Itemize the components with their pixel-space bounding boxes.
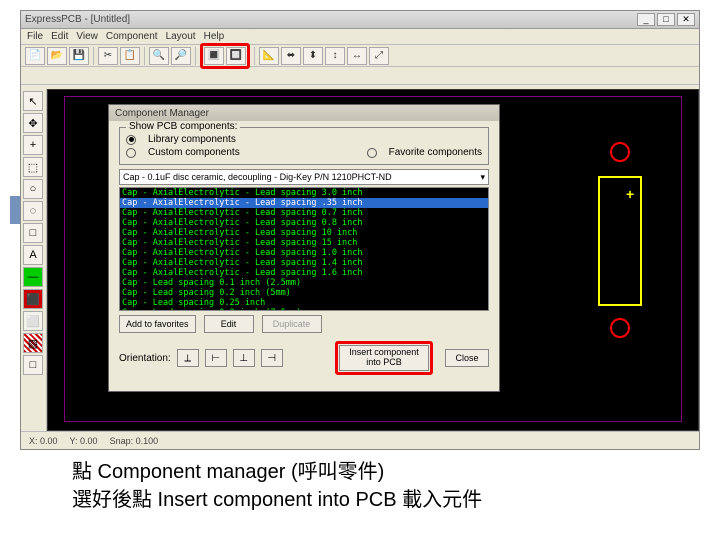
edit-button[interactable]: Edit bbox=[204, 315, 254, 333]
close-dialog-button[interactable]: Close bbox=[445, 349, 489, 367]
orient-up-button[interactable]: ⟂ bbox=[177, 349, 199, 367]
insert-button-highlight: Insert component into PCB bbox=[335, 341, 433, 375]
tb-grid2-icon[interactable]: ↔ bbox=[347, 47, 367, 65]
window-title: ExpressPCB - [Untitled] bbox=[25, 14, 635, 25]
list-item[interactable]: Cap - Lead spacing 0.25 inch bbox=[120, 298, 488, 308]
lt-pointer-icon[interactable]: ↖ bbox=[23, 91, 43, 111]
lt-silklayer-icon[interactable]: ⬜ bbox=[23, 311, 43, 331]
tb-layer2-icon[interactable]: ⬍ bbox=[303, 47, 323, 65]
list-item[interactable]: Cap - AxialElectrolytic - Lead spacing 1… bbox=[120, 228, 488, 238]
list-item[interactable]: Cap - Lead spacing 0.2 inch (5mm) bbox=[120, 288, 488, 298]
close-button[interactable]: ✕ bbox=[677, 13, 695, 26]
list-item[interactable]: Cap - AxialElectrolytic - Lead spacing 0… bbox=[120, 218, 488, 228]
tb-zoomin-icon[interactable]: 🔍 bbox=[149, 47, 169, 65]
radio-library[interactable] bbox=[126, 135, 136, 145]
tb-open-icon[interactable]: 📂 bbox=[47, 47, 67, 65]
titlebar: ExpressPCB - [Untitled] _ □ ✕ bbox=[21, 11, 699, 29]
lt-move-icon[interactable]: ✥ bbox=[23, 113, 43, 133]
status-x: X: 0.00 bbox=[29, 436, 58, 446]
add-favorites-button[interactable]: Add to favorites bbox=[119, 315, 196, 333]
list-item[interactable]: Cap - AxialElectrolytic - Lead spacing 1… bbox=[120, 268, 488, 278]
status-snap: Snap: 0.100 bbox=[110, 436, 159, 446]
component-body-outline bbox=[598, 176, 642, 306]
component-type-combo[interactable]: Cap - 0.1uF disc ceramic, decoupling - D… bbox=[119, 169, 489, 185]
component-manager-highlight: 🔳 🔲 bbox=[200, 43, 250, 69]
radio-custom-label: Custom components bbox=[148, 147, 355, 158]
component-pad-bottom bbox=[610, 318, 630, 338]
status-y: Y: 0.00 bbox=[70, 436, 98, 446]
tb-cut-icon[interactable]: ✂ bbox=[98, 47, 118, 65]
toolbar-2 bbox=[21, 67, 699, 85]
list-item[interactable]: Cap - Lead spacing 0.3 inch (7.5mm) bbox=[120, 308, 488, 311]
menu-help[interactable]: Help bbox=[204, 31, 225, 42]
lt-botlayer-icon[interactable]: ⬛ bbox=[23, 289, 43, 309]
radio-favorite-label: Favorite components bbox=[389, 147, 482, 158]
app-window: ExpressPCB - [Untitled] _ □ ✕ File Edit … bbox=[20, 10, 700, 450]
lt-place-icon[interactable]: + bbox=[23, 135, 43, 155]
menu-view[interactable]: View bbox=[76, 31, 98, 42]
lt-circle-icon[interactable]: ◌ bbox=[23, 201, 43, 221]
toolbar-1: 📄 📂 💾 ✂ 📋 🔍 🔎 🔳 🔲 📐 ⬌ ⬍ ↕ ↔ ⤢ bbox=[21, 45, 699, 67]
radio-library-label: Library components bbox=[148, 134, 236, 145]
maximize-button[interactable]: □ bbox=[657, 13, 675, 26]
tb-grid1-icon[interactable]: ↕ bbox=[325, 47, 345, 65]
menubar: File Edit View Component Layout Help bbox=[21, 29, 699, 45]
menu-component[interactable]: Component bbox=[106, 31, 158, 42]
show-components-group: Show PCB components: Library components … bbox=[119, 127, 489, 165]
orient-left-button[interactable]: ⊣ bbox=[261, 349, 283, 367]
tb-component-manager-icon[interactable]: 🔳 bbox=[204, 47, 224, 65]
tb-component-icon[interactable]: 🔲 bbox=[226, 47, 246, 65]
pcb-canvas[interactable]: + Component Manager Show PCB components:… bbox=[47, 89, 699, 431]
radio-custom[interactable] bbox=[126, 148, 136, 158]
minimize-button[interactable]: _ bbox=[637, 13, 655, 26]
tb-zoomout-icon[interactable]: 🔎 bbox=[171, 47, 191, 65]
combo-value: Cap - 0.1uF disc ceramic, decoupling - D… bbox=[123, 172, 392, 182]
list-item[interactable]: Cap - AxialElectrolytic - Lead spacing 0… bbox=[120, 208, 488, 218]
component-pad-top bbox=[610, 142, 630, 162]
lt-outline-icon[interactable]: □ bbox=[23, 355, 43, 375]
orient-down-button[interactable]: ⊥ bbox=[233, 349, 255, 367]
tb-layer1-icon[interactable]: ⬌ bbox=[281, 47, 301, 65]
tb-grid3-icon[interactable]: ⤢ bbox=[369, 47, 389, 65]
component-preview: + bbox=[554, 114, 684, 384]
menu-file[interactable]: File bbox=[27, 31, 43, 42]
orientation-label: Orientation: bbox=[119, 353, 171, 364]
tb-save-icon[interactable]: 💾 bbox=[69, 47, 89, 65]
polarity-plus-icon: + bbox=[626, 186, 634, 202]
tb-measure-icon[interactable]: 📐 bbox=[259, 47, 279, 65]
component-listbox[interactable]: Cap - AxialElectrolytic - Lead spacing 3… bbox=[119, 187, 489, 311]
group-label: Show PCB components: bbox=[126, 121, 240, 132]
caption-line-2: 選好後點 Insert component into PCB 載入元件 bbox=[72, 486, 482, 514]
left-toolbar: ↖ ✥ + ⬚ ○ ◌ □ A — ⬛ ⬜ ▨ □ bbox=[21, 89, 47, 431]
lt-fill-icon[interactable]: ▨ bbox=[23, 333, 43, 353]
lt-text-icon[interactable]: A bbox=[23, 245, 43, 265]
instruction-caption: 點 Component manager (呼叫零件) 選好後點 Insert c… bbox=[72, 458, 482, 514]
list-item[interactable]: Cap - AxialElectrolytic - Lead spacing .… bbox=[120, 198, 488, 208]
statusbar: X: 0.00 Y: 0.00 Snap: 0.100 bbox=[21, 431, 699, 449]
duplicate-button[interactable]: Duplicate bbox=[262, 315, 322, 333]
lt-rect-icon[interactable]: □ bbox=[23, 223, 43, 243]
list-item[interactable]: Cap - AxialElectrolytic - Lead spacing 1… bbox=[120, 248, 488, 258]
component-manager-dialog: Component Manager Show PCB components: L… bbox=[108, 104, 500, 392]
lt-pad-icon[interactable]: ⬚ bbox=[23, 157, 43, 177]
tb-paste-icon[interactable]: 📋 bbox=[120, 47, 140, 65]
radio-favorite[interactable] bbox=[367, 148, 377, 158]
chevron-down-icon: ▾ bbox=[480, 172, 485, 183]
list-item[interactable]: Cap - AxialElectrolytic - Lead spacing 1… bbox=[120, 258, 488, 268]
list-item[interactable]: Cap - AxialElectrolytic - Lead spacing 3… bbox=[120, 188, 488, 198]
caption-line-1: 點 Component manager (呼叫零件) bbox=[72, 458, 482, 486]
tb-new-icon[interactable]: 📄 bbox=[25, 47, 45, 65]
lt-via-icon[interactable]: ○ bbox=[23, 179, 43, 199]
dialog-title: Component Manager bbox=[109, 105, 499, 121]
insert-component-button[interactable]: Insert component into PCB bbox=[339, 345, 429, 371]
orient-right-button[interactable]: ⊢ bbox=[205, 349, 227, 367]
list-item[interactable]: Cap - AxialElectrolytic - Lead spacing 1… bbox=[120, 238, 488, 248]
menu-layout[interactable]: Layout bbox=[166, 31, 196, 42]
menu-edit[interactable]: Edit bbox=[51, 31, 68, 42]
list-item[interactable]: Cap - Lead spacing 0.1 inch (2.5mm) bbox=[120, 278, 488, 288]
lt-toplayer-icon[interactable]: — bbox=[23, 267, 43, 287]
